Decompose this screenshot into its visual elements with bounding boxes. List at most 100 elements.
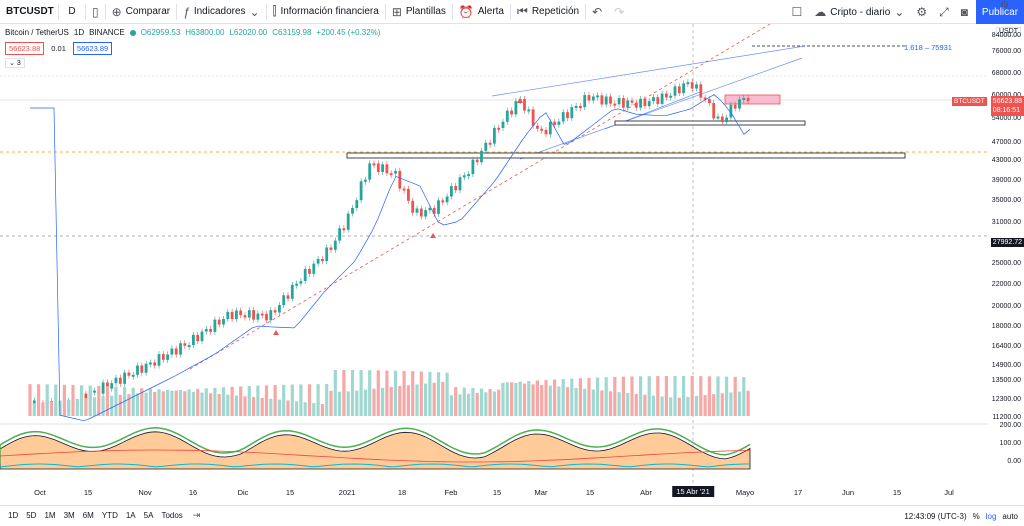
volume-bar — [707, 376, 711, 416]
volume-bar — [277, 399, 281, 416]
volume-bar — [716, 376, 720, 416]
candle-body — [742, 98, 746, 101]
auto-toggle[interactable]: auto — [1002, 511, 1018, 521]
fullscreen-button[interactable]: ⤢ — [933, 0, 955, 24]
legend-low: L62020.00 — [229, 28, 268, 37]
price-tick-label: 76000.00 — [991, 48, 1021, 55]
price-tick-label: 68000.00 — [991, 70, 1021, 77]
volume-bar — [200, 392, 204, 416]
volume-bar — [41, 402, 45, 416]
layout-toggle[interactable]: ☐ — [786, 0, 809, 24]
calendar-range-icon[interactable]: ⇥ — [192, 510, 201, 520]
price-tick-label: 18000.00 — [991, 323, 1021, 330]
candle-body — [359, 181, 363, 201]
candle-body — [157, 354, 161, 366]
volume-bar — [643, 394, 647, 416]
range-button[interactable]: YTD — [101, 511, 118, 520]
buy-button[interactable]: 56623.89 — [72, 42, 113, 55]
volume-bar — [97, 385, 101, 416]
candle-body — [505, 110, 509, 122]
range-button[interactable]: 5D — [26, 511, 37, 520]
volume-bar — [32, 403, 36, 416]
layout-select[interactable]: ☁ Cripto - diario ⌄ — [808, 0, 910, 24]
candle-body — [222, 318, 225, 325]
volume-bar — [591, 389, 595, 416]
candle-body — [394, 170, 397, 174]
candle-body — [570, 107, 574, 119]
divider — [58, 3, 59, 20]
compare-button[interactable]: ⊕ Comparar — [106, 0, 177, 24]
chart-type-button[interactable]: ▯ — [86, 0, 105, 24]
up-arrow-marker — [430, 233, 436, 238]
range-button[interactable]: 1M — [44, 511, 56, 520]
bar-chart-icon: ⫿ — [272, 4, 277, 18]
range-button[interactable]: 1A — [125, 511, 136, 520]
oscillator-cyan-line — [0, 463, 750, 468]
candle-body — [260, 313, 264, 316]
volume-bar — [166, 389, 170, 416]
alert-label: Alerta — [477, 6, 504, 17]
interval-button[interactable]: D — [68, 6, 76, 17]
undo-button[interactable]: ↶ — [586, 0, 608, 24]
log-toggle[interactable]: log — [985, 511, 997, 521]
candle-body — [419, 208, 423, 217]
volume-bar — [329, 390, 333, 416]
time-axis[interactable]: Oct 15 Nov 16 Dic 15 2021 18 Feb 15 Mar 15 Abr 15 Abr… — [0, 486, 988, 500]
candle-body — [101, 382, 105, 394]
indicators-button[interactable]: ƒ Indicadores ⌄ — [177, 0, 265, 24]
candle-body — [626, 100, 630, 108]
sell-button[interactable]: 56623.88 — [5, 42, 45, 55]
candle-body — [192, 334, 195, 346]
screenshot-button[interactable]: ◙ — [955, 0, 974, 24]
axis-settings-icon[interactable]: ⚙ — [1000, 0, 1009, 11]
volume-bar — [664, 376, 668, 416]
divider — [265, 3, 267, 20]
range-button[interactable]: 1D — [8, 511, 19, 520]
redo-button[interactable]: ↷ — [608, 0, 630, 24]
volume-bar — [510, 382, 514, 416]
range-button[interactable]: 6M — [82, 511, 94, 520]
candle-body — [428, 207, 432, 211]
symbol-search[interactable]: BTCUSDT — [6, 6, 54, 17]
volume-bar — [424, 383, 428, 416]
volume-bar — [604, 377, 608, 416]
fib-extension-label: 1.618 – 75931 — [904, 43, 952, 52]
range-button[interactable]: 3M — [63, 511, 75, 520]
candle-body — [398, 170, 402, 189]
volume-bar — [462, 387, 466, 416]
candle-body — [450, 186, 453, 197]
volume-bar — [656, 376, 660, 416]
candle-body — [703, 97, 707, 100]
price-axis[interactable]: USDT 84000.00 76000.00 68000.00 60000.00 540… — [988, 24, 1024, 484]
volume-bar — [273, 385, 277, 416]
templates-button[interactable]: ⊞ Plantillas — [386, 0, 452, 24]
volume-bar — [475, 392, 479, 416]
alert-button[interactable]: ⏰ Alerta — [453, 0, 510, 24]
chart-area[interactable] — [0, 24, 988, 484]
financial-button[interactable]: ⫿ Información financiera — [267, 0, 385, 24]
range-button[interactable]: Todos — [161, 511, 183, 520]
price-tick-label: 43000.00 — [991, 157, 1021, 164]
candle-body — [733, 104, 737, 109]
volume-bar — [338, 391, 342, 416]
symbol-price-tag: BTCUSDT — [952, 97, 987, 106]
divider — [510, 3, 511, 20]
volume-bar — [561, 379, 565, 416]
price-tick-label: 14900.00 — [991, 362, 1021, 369]
range-button[interactable]: 5A — [143, 511, 154, 520]
candle-body — [527, 109, 531, 112]
grid-icon: ⊞ — [391, 4, 402, 19]
replay-button[interactable]: ⏮ Repetición — [511, 0, 585, 24]
settings-button[interactable]: ⚙ — [910, 0, 933, 24]
volume-bar — [626, 393, 630, 416]
indicators-collapse-button[interactable]: ⌄ 3 — [5, 58, 25, 68]
percent-toggle[interactable]: % — [972, 511, 980, 521]
candle-body — [682, 83, 685, 94]
currency-label[interactable]: USDT — [995, 27, 1021, 36]
clock[interactable]: 12:43:09 (UTC-3) — [904, 511, 967, 521]
time-tick-label: 15 — [83, 488, 93, 497]
volume-bar — [290, 384, 294, 416]
publish-button[interactable]: Publicar — [976, 0, 1024, 24]
candle-body — [622, 98, 625, 108]
time-tick-label: Abr — [640, 488, 652, 497]
